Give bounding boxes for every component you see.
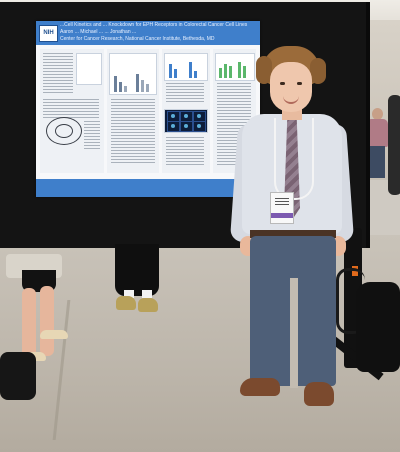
poster-header-band: NIH ...Cell Kinetics and ... Knockdown f… [36,21,260,45]
trouser-leg-gap [290,278,298,388]
poster-authors-line: Aaron ... Michael ... ... Jonathan ... [60,29,137,35]
attendee-head [372,108,383,120]
microscopy-tile [180,121,193,132]
poster-board: NIH ...Cell Kinetics and ... Knockdown f… [0,2,370,248]
attendee-torso [366,119,388,147]
presenter-left-shoe [240,378,280,396]
poster-footer-band [36,179,260,197]
presenter-lanyard [274,118,314,200]
poster-bar [114,76,117,92]
poster-text-block [84,121,100,151]
poster-bar [219,68,222,78]
poster-bar [174,69,177,78]
attendee-leg [40,286,54,356]
attendee-sock [124,290,134,298]
poster-text-block [166,137,204,165]
poster-bar [194,71,197,78]
poster-bar [229,66,232,78]
presenter-eye [297,82,302,85]
research-poster: NIH ...Cell Kinetics and ... Knockdown f… [36,21,260,197]
presenter-right-shoe [304,382,334,406]
poster-bar [224,64,227,78]
poster-text-block [43,53,73,93]
presenter-face [270,62,312,112]
poster-title-line-1: ...Cell Kinetics and ... Knockdown for E… [60,22,248,28]
nih-logo: NIH [39,25,58,42]
black-backpack [356,282,400,372]
handbag [0,352,36,400]
poster-figure [76,53,102,85]
attendee-sneaker [116,296,136,310]
poster-bar [189,62,192,78]
poster-cell-diagram [46,117,82,145]
poster-text-block [111,99,155,165]
poster-bar [146,84,149,92]
attendee-flat-shoe [40,330,68,339]
attendee-black-pants [115,244,159,296]
presenter-smile [283,96,299,104]
poster-bar-chart [109,53,157,95]
poster-bar-chart [164,53,208,81]
presenter-name-badge [270,192,294,224]
poster-bar [243,66,246,78]
attendee-leg [22,288,36,358]
poster-bar [119,82,122,92]
microscopy-tile [167,121,180,132]
microscopy-tile [193,121,206,132]
poster-column-1 [40,49,104,173]
presenter-belt [250,230,336,238]
presenter [229,46,360,436]
attendee-sneaker [138,298,158,312]
poster-text-block [166,83,204,103]
attendee-sock [142,290,152,298]
attendee-legs [369,146,385,178]
poster-text-block [43,99,99,119]
poster-bar [238,62,241,78]
poster-column-3 [162,49,210,173]
poster-bar [124,86,127,92]
backpack-strap [336,268,365,334]
poster-microscopy-panel [164,109,208,133]
background-attendee-edge [388,95,400,195]
poster-affiliation-line: Center for Cancer Research, National Can… [60,36,215,42]
poster-bar [141,80,144,92]
background-attendee [366,108,388,178]
poster-bar-chart [215,53,255,81]
poster-bar [136,74,139,92]
poster-bar [169,64,172,78]
presenter-eye [280,82,285,85]
poster-column-2 [107,49,159,173]
